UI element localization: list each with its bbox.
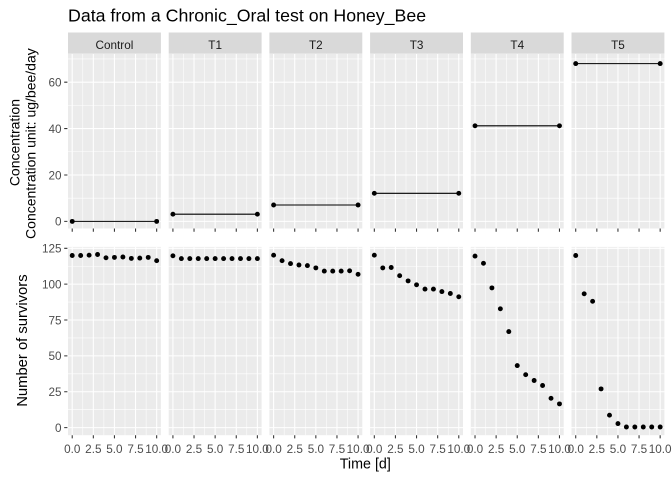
svg-text:0.0: 0.0 (265, 443, 282, 456)
svg-text:T5: T5 (611, 39, 625, 52)
svg-text:Data from a Chronic_Oral test: Data from a Chronic_Oral test on Honey_B… (68, 6, 426, 27)
svg-text:10.0: 10.0 (447, 443, 470, 456)
svg-text:T2: T2 (309, 39, 323, 52)
svg-text:40: 40 (48, 123, 62, 136)
svg-text:2.5: 2.5 (589, 443, 606, 456)
svg-text:2.5: 2.5 (85, 443, 102, 456)
svg-text:0.0: 0.0 (467, 443, 484, 456)
svg-text:60: 60 (48, 76, 62, 89)
svg-text:2.5: 2.5 (186, 443, 203, 456)
svg-text:Concentration unit: ug/bee/day: Concentration unit: ug/bee/day (22, 48, 38, 239)
svg-text:0.0: 0.0 (366, 443, 383, 456)
svg-text:5.0: 5.0 (509, 443, 526, 456)
svg-text:Control: Control (96, 39, 134, 52)
svg-text:5.0: 5.0 (207, 443, 224, 456)
svg-text:10.0: 10.0 (145, 443, 168, 456)
svg-text:2.5: 2.5 (387, 443, 404, 456)
svg-text:10.0: 10.0 (548, 443, 571, 456)
svg-text:Time [d]: Time [d] (340, 457, 391, 473)
svg-text:0.0: 0.0 (165, 443, 182, 456)
svg-text:25: 25 (48, 386, 62, 399)
svg-text:10.0: 10.0 (246, 443, 269, 456)
svg-text:0.0: 0.0 (64, 443, 81, 456)
svg-text:100: 100 (42, 278, 62, 291)
svg-text:2.5: 2.5 (488, 443, 505, 456)
svg-text:7.5: 7.5 (228, 443, 245, 456)
svg-text:7.5: 7.5 (329, 443, 346, 456)
svg-text:10.0: 10.0 (649, 443, 672, 456)
svg-text:Number of survivors: Number of survivors (15, 274, 31, 406)
svg-text:2.5: 2.5 (287, 443, 304, 456)
svg-text:125: 125 (42, 243, 62, 256)
svg-text:5.0: 5.0 (610, 443, 627, 456)
svg-text:0.0: 0.0 (568, 443, 585, 456)
svg-text:5.0: 5.0 (106, 443, 123, 456)
svg-text:5.0: 5.0 (308, 443, 325, 456)
svg-text:7.5: 7.5 (127, 443, 144, 456)
svg-text:75: 75 (48, 314, 62, 327)
svg-text:10.0: 10.0 (347, 443, 370, 456)
svg-text:T3: T3 (410, 39, 424, 52)
svg-text:T1: T1 (208, 39, 222, 52)
svg-text:0: 0 (55, 216, 62, 229)
svg-text:Concentration: Concentration (7, 99, 23, 186)
svg-text:50: 50 (48, 350, 62, 363)
svg-text:20: 20 (48, 169, 62, 182)
svg-text:5.0: 5.0 (408, 443, 425, 456)
svg-text:0: 0 (55, 422, 62, 435)
svg-text:7.5: 7.5 (631, 443, 648, 456)
svg-text:7.5: 7.5 (530, 443, 547, 456)
svg-text:7.5: 7.5 (430, 443, 447, 456)
svg-text:T4: T4 (510, 39, 524, 52)
